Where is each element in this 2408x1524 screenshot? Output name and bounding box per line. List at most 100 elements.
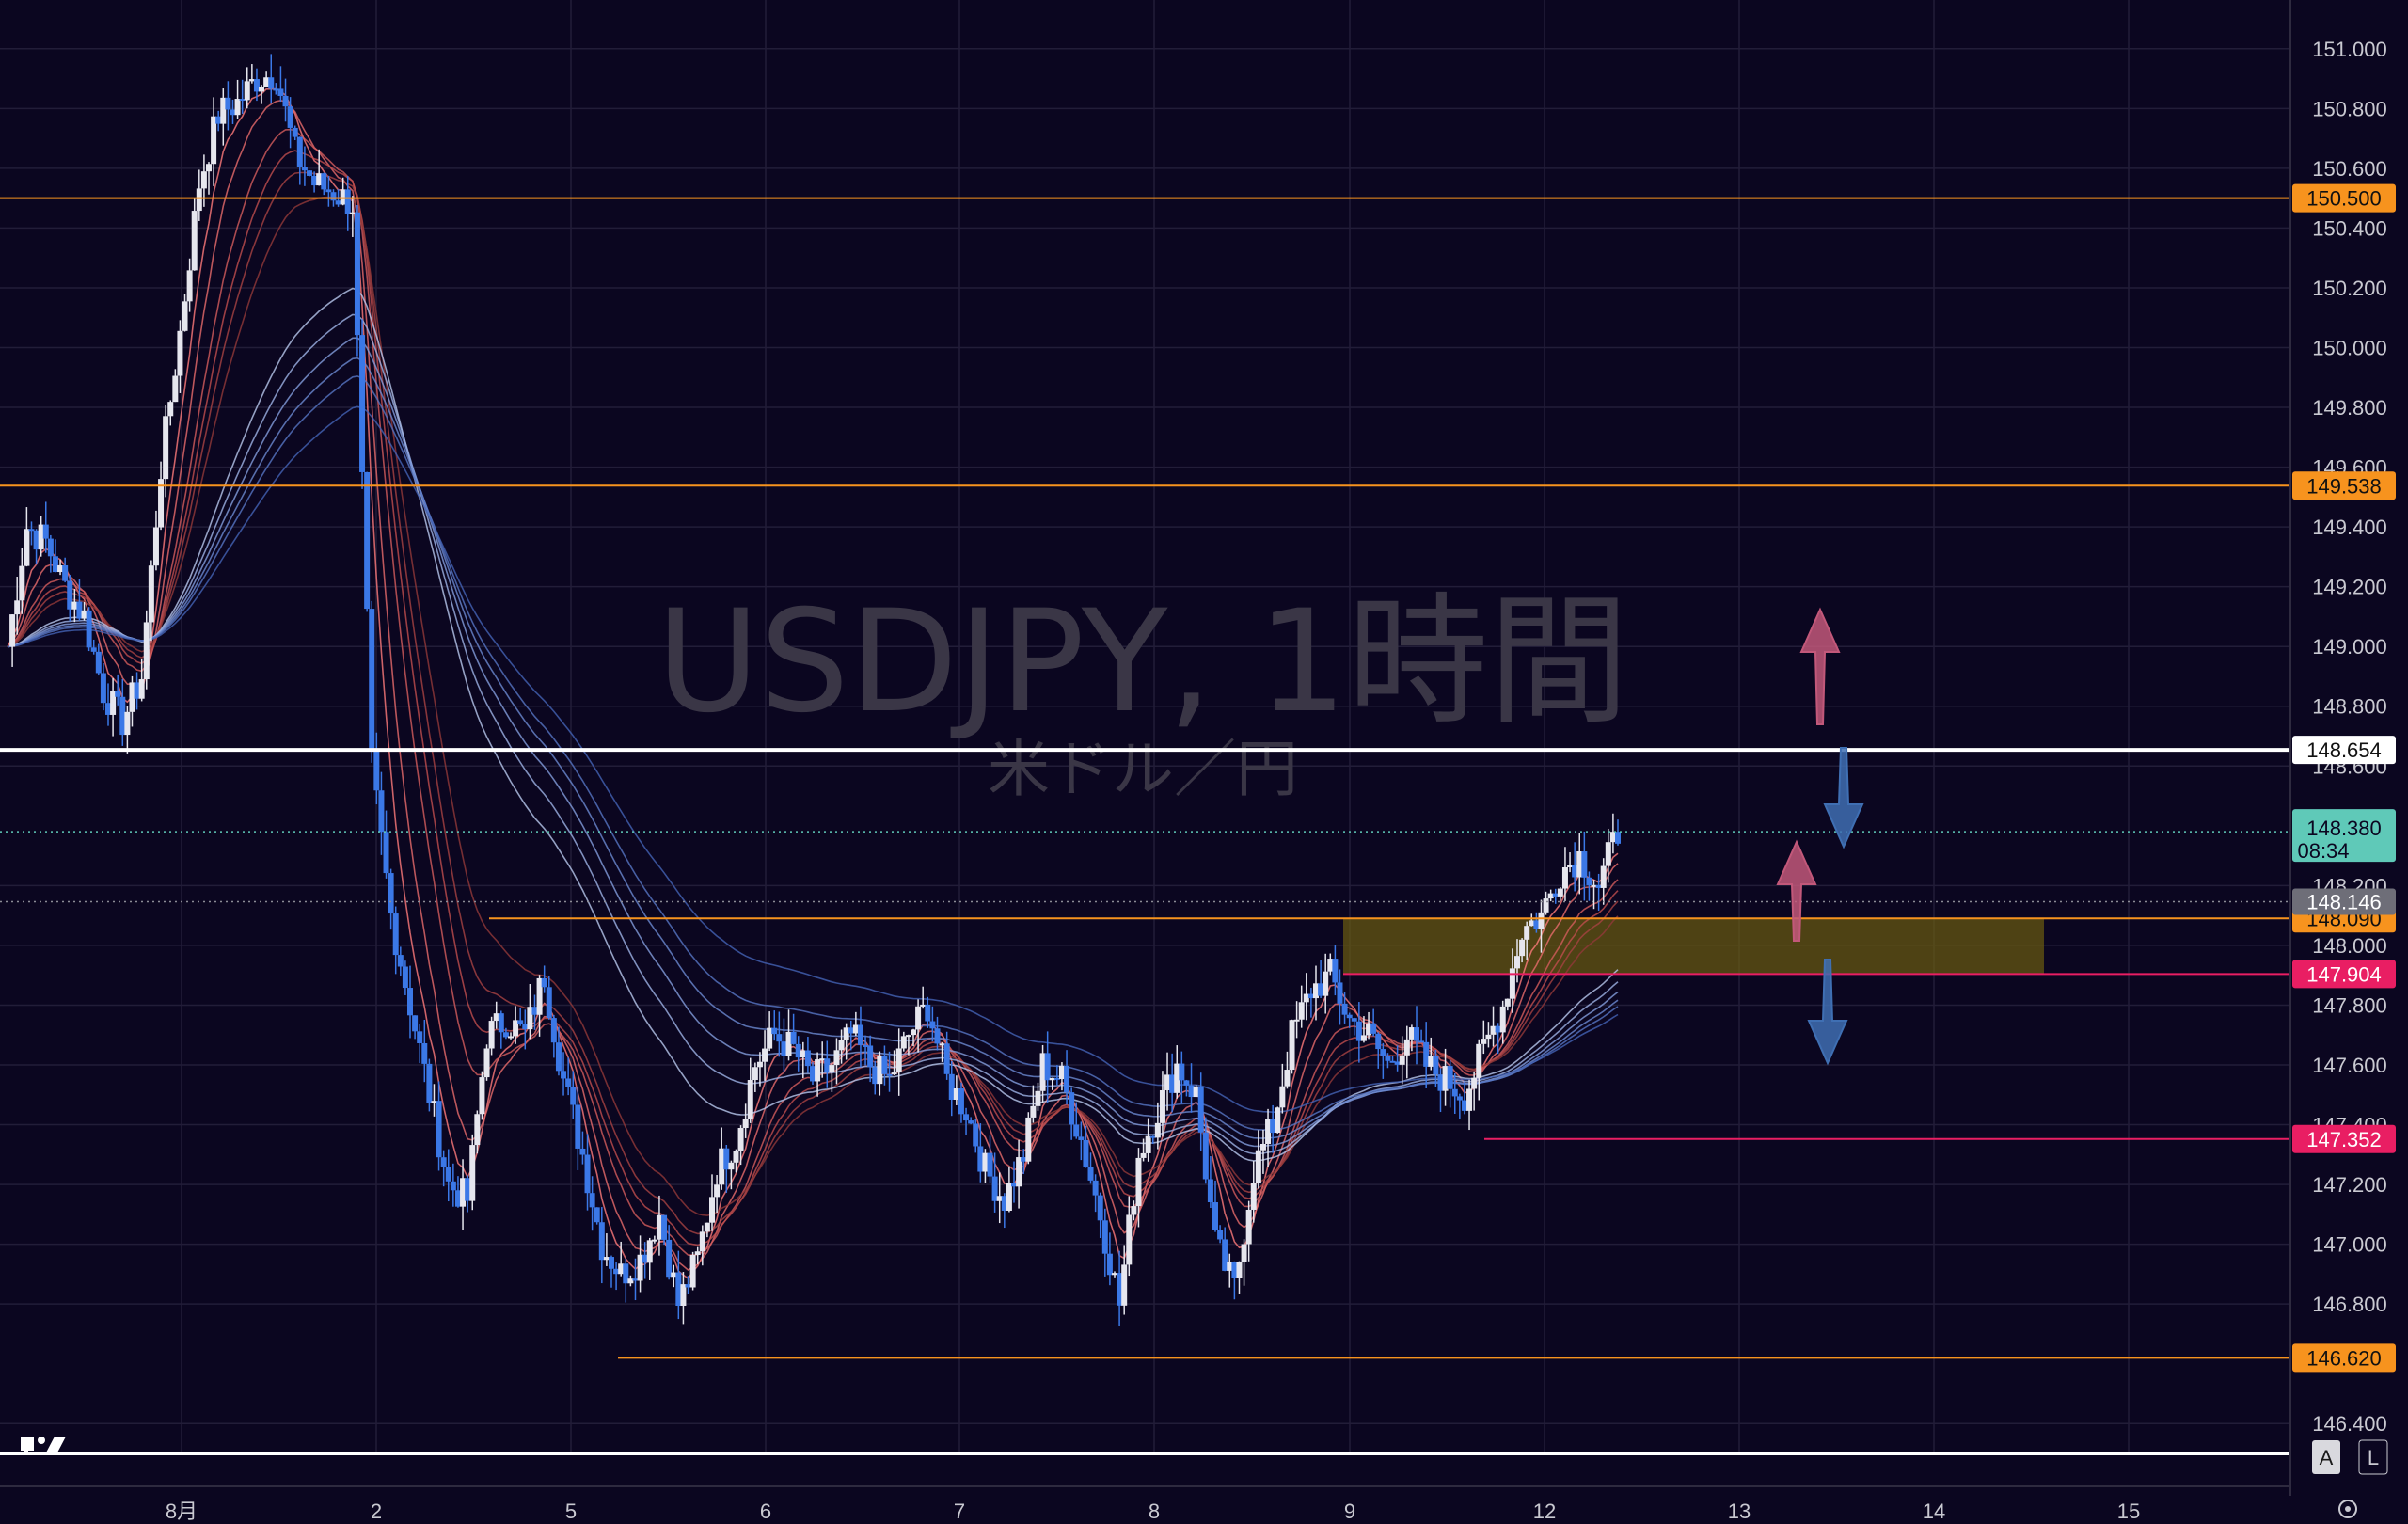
candle-body xyxy=(1212,1202,1218,1230)
candle-body xyxy=(191,211,198,271)
candle-body xyxy=(373,750,380,791)
candle-body xyxy=(239,99,246,102)
candle-body xyxy=(733,1151,739,1163)
price-tick-label: 151.000 xyxy=(2312,38,2387,61)
price-tick-label: 147.200 xyxy=(2312,1173,2387,1197)
candle-body xyxy=(737,1128,744,1151)
candle-body xyxy=(1394,1061,1401,1065)
candle-body xyxy=(1591,884,1597,887)
date-label: 8月 xyxy=(166,1500,198,1523)
candle-body xyxy=(215,116,222,124)
candle-body xyxy=(857,1024,863,1045)
candle-body xyxy=(1600,865,1607,888)
candle-body xyxy=(1044,1053,1051,1081)
candle-body xyxy=(115,690,121,697)
candle-body xyxy=(968,1120,974,1124)
candle-body xyxy=(369,609,375,751)
candle-body xyxy=(1581,851,1588,878)
price-axis-ticks: 151.000 150.800 150.600 150.400 150.200 150.0… xyxy=(2312,38,2387,1436)
date-label: 2 xyxy=(371,1500,382,1523)
candle-body xyxy=(47,538,54,557)
candle-body xyxy=(1476,1043,1482,1078)
candle-body xyxy=(1547,893,1554,899)
candle-body xyxy=(1538,912,1545,929)
candle-body xyxy=(196,188,202,212)
candle-body xyxy=(1030,1105,1037,1118)
candle-body xyxy=(129,682,135,712)
candle-body xyxy=(555,1042,562,1072)
candle-body xyxy=(810,1066,816,1082)
candle-body xyxy=(767,1027,773,1049)
candle-body xyxy=(1083,1139,1089,1167)
candle-body xyxy=(776,1034,783,1042)
candle-body xyxy=(340,189,346,205)
candle-body xyxy=(925,1004,931,1022)
candle-body xyxy=(1355,1021,1362,1041)
candle-body xyxy=(354,212,360,336)
candle-body xyxy=(200,171,207,189)
candle-body xyxy=(1101,1220,1108,1254)
horizontal-lines[interactable] xyxy=(0,197,2290,1359)
ema-line xyxy=(7,196,1619,1216)
candle-body xyxy=(62,565,69,581)
candle-body xyxy=(1179,1063,1185,1081)
candle-body xyxy=(76,601,83,619)
candle-body xyxy=(973,1123,979,1147)
candle-body xyxy=(939,1043,945,1046)
candle-body xyxy=(52,556,58,573)
candle-body xyxy=(230,109,236,116)
candle-body xyxy=(211,116,217,165)
candle-body xyxy=(206,164,212,172)
candle-body xyxy=(747,1080,753,1119)
price-tags: 150.500149.538148.654148.090147.904147.3… xyxy=(2292,183,2396,1373)
candle-body xyxy=(800,1050,806,1058)
candle-body xyxy=(1303,993,1309,1003)
candle-body xyxy=(158,479,165,528)
candle-body xyxy=(1499,1006,1506,1033)
time-axis[interactable]: 8月 2 5 6 7 8 9 12 13 14 15 xyxy=(166,1500,2140,1523)
candle-body xyxy=(330,192,337,201)
candle-body xyxy=(867,1045,874,1068)
candle-body xyxy=(148,565,154,623)
candle-body xyxy=(90,647,97,652)
candle-body xyxy=(143,622,150,680)
price-tag-label: 147.904 xyxy=(2306,962,2382,986)
candle-body xyxy=(1552,893,1559,897)
price-tick-label: 150.600 xyxy=(2312,157,2387,181)
candle-body xyxy=(996,1196,1003,1201)
candle-body xyxy=(977,1146,984,1172)
candle-body xyxy=(124,711,131,736)
candle-body xyxy=(598,1222,605,1261)
candle-body xyxy=(1318,983,1324,996)
candle-body xyxy=(513,1020,519,1037)
candle-body xyxy=(325,189,332,193)
candle-body xyxy=(287,106,293,128)
candle-body xyxy=(929,1021,936,1029)
candle-body xyxy=(440,1157,447,1167)
candle-body xyxy=(263,77,270,87)
candle-body xyxy=(886,1073,893,1076)
date-label: 8 xyxy=(1149,1500,1160,1523)
candle-body xyxy=(541,977,547,988)
candle-body xyxy=(1039,1053,1046,1091)
candle-body xyxy=(618,1263,625,1275)
settings-icon[interactable] xyxy=(2338,1500,2357,1518)
price-tag xyxy=(2292,471,2396,500)
candle-body xyxy=(1073,1124,1080,1137)
candle-body xyxy=(953,1088,959,1100)
candle-body xyxy=(1159,1090,1165,1123)
price-tick-label: 146.800 xyxy=(2312,1293,2387,1316)
candle-body xyxy=(1092,1180,1099,1196)
candle-body xyxy=(579,1148,586,1155)
candle-body xyxy=(1025,1117,1032,1162)
candle-body xyxy=(1255,1150,1261,1183)
candle-body xyxy=(1490,1025,1497,1035)
log-scale-button[interactable] xyxy=(2358,1439,2388,1475)
auto-scale-button[interactable] xyxy=(2312,1440,2340,1474)
candle-body xyxy=(1595,884,1602,888)
candle-body xyxy=(1035,1090,1041,1106)
candle-body xyxy=(1054,1077,1060,1080)
candle-body xyxy=(723,1148,730,1170)
candle-body xyxy=(407,988,413,1016)
